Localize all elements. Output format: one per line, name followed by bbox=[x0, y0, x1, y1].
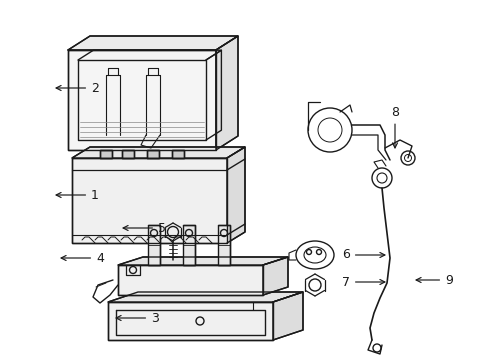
Text: 8: 8 bbox=[390, 105, 398, 148]
Text: 5: 5 bbox=[123, 221, 165, 234]
Polygon shape bbox=[72, 147, 244, 158]
Text: 6: 6 bbox=[342, 248, 384, 261]
Polygon shape bbox=[148, 225, 160, 265]
Polygon shape bbox=[172, 150, 183, 158]
Polygon shape bbox=[108, 292, 303, 302]
Polygon shape bbox=[68, 36, 238, 50]
Polygon shape bbox=[68, 50, 216, 150]
Text: 2: 2 bbox=[56, 81, 99, 95]
Polygon shape bbox=[216, 36, 238, 150]
Polygon shape bbox=[118, 265, 263, 295]
Polygon shape bbox=[147, 150, 159, 158]
Polygon shape bbox=[218, 225, 229, 265]
Text: 1: 1 bbox=[56, 189, 99, 202]
Text: 7: 7 bbox=[341, 275, 384, 288]
Polygon shape bbox=[108, 302, 272, 340]
Polygon shape bbox=[72, 158, 226, 243]
Polygon shape bbox=[226, 147, 244, 243]
Text: 3: 3 bbox=[116, 311, 159, 324]
Polygon shape bbox=[122, 150, 134, 158]
Text: 4: 4 bbox=[61, 252, 104, 265]
Polygon shape bbox=[118, 257, 287, 265]
Polygon shape bbox=[272, 292, 303, 340]
Polygon shape bbox=[263, 257, 287, 295]
Text: 9: 9 bbox=[415, 274, 452, 287]
Polygon shape bbox=[100, 150, 112, 158]
Polygon shape bbox=[183, 225, 195, 265]
